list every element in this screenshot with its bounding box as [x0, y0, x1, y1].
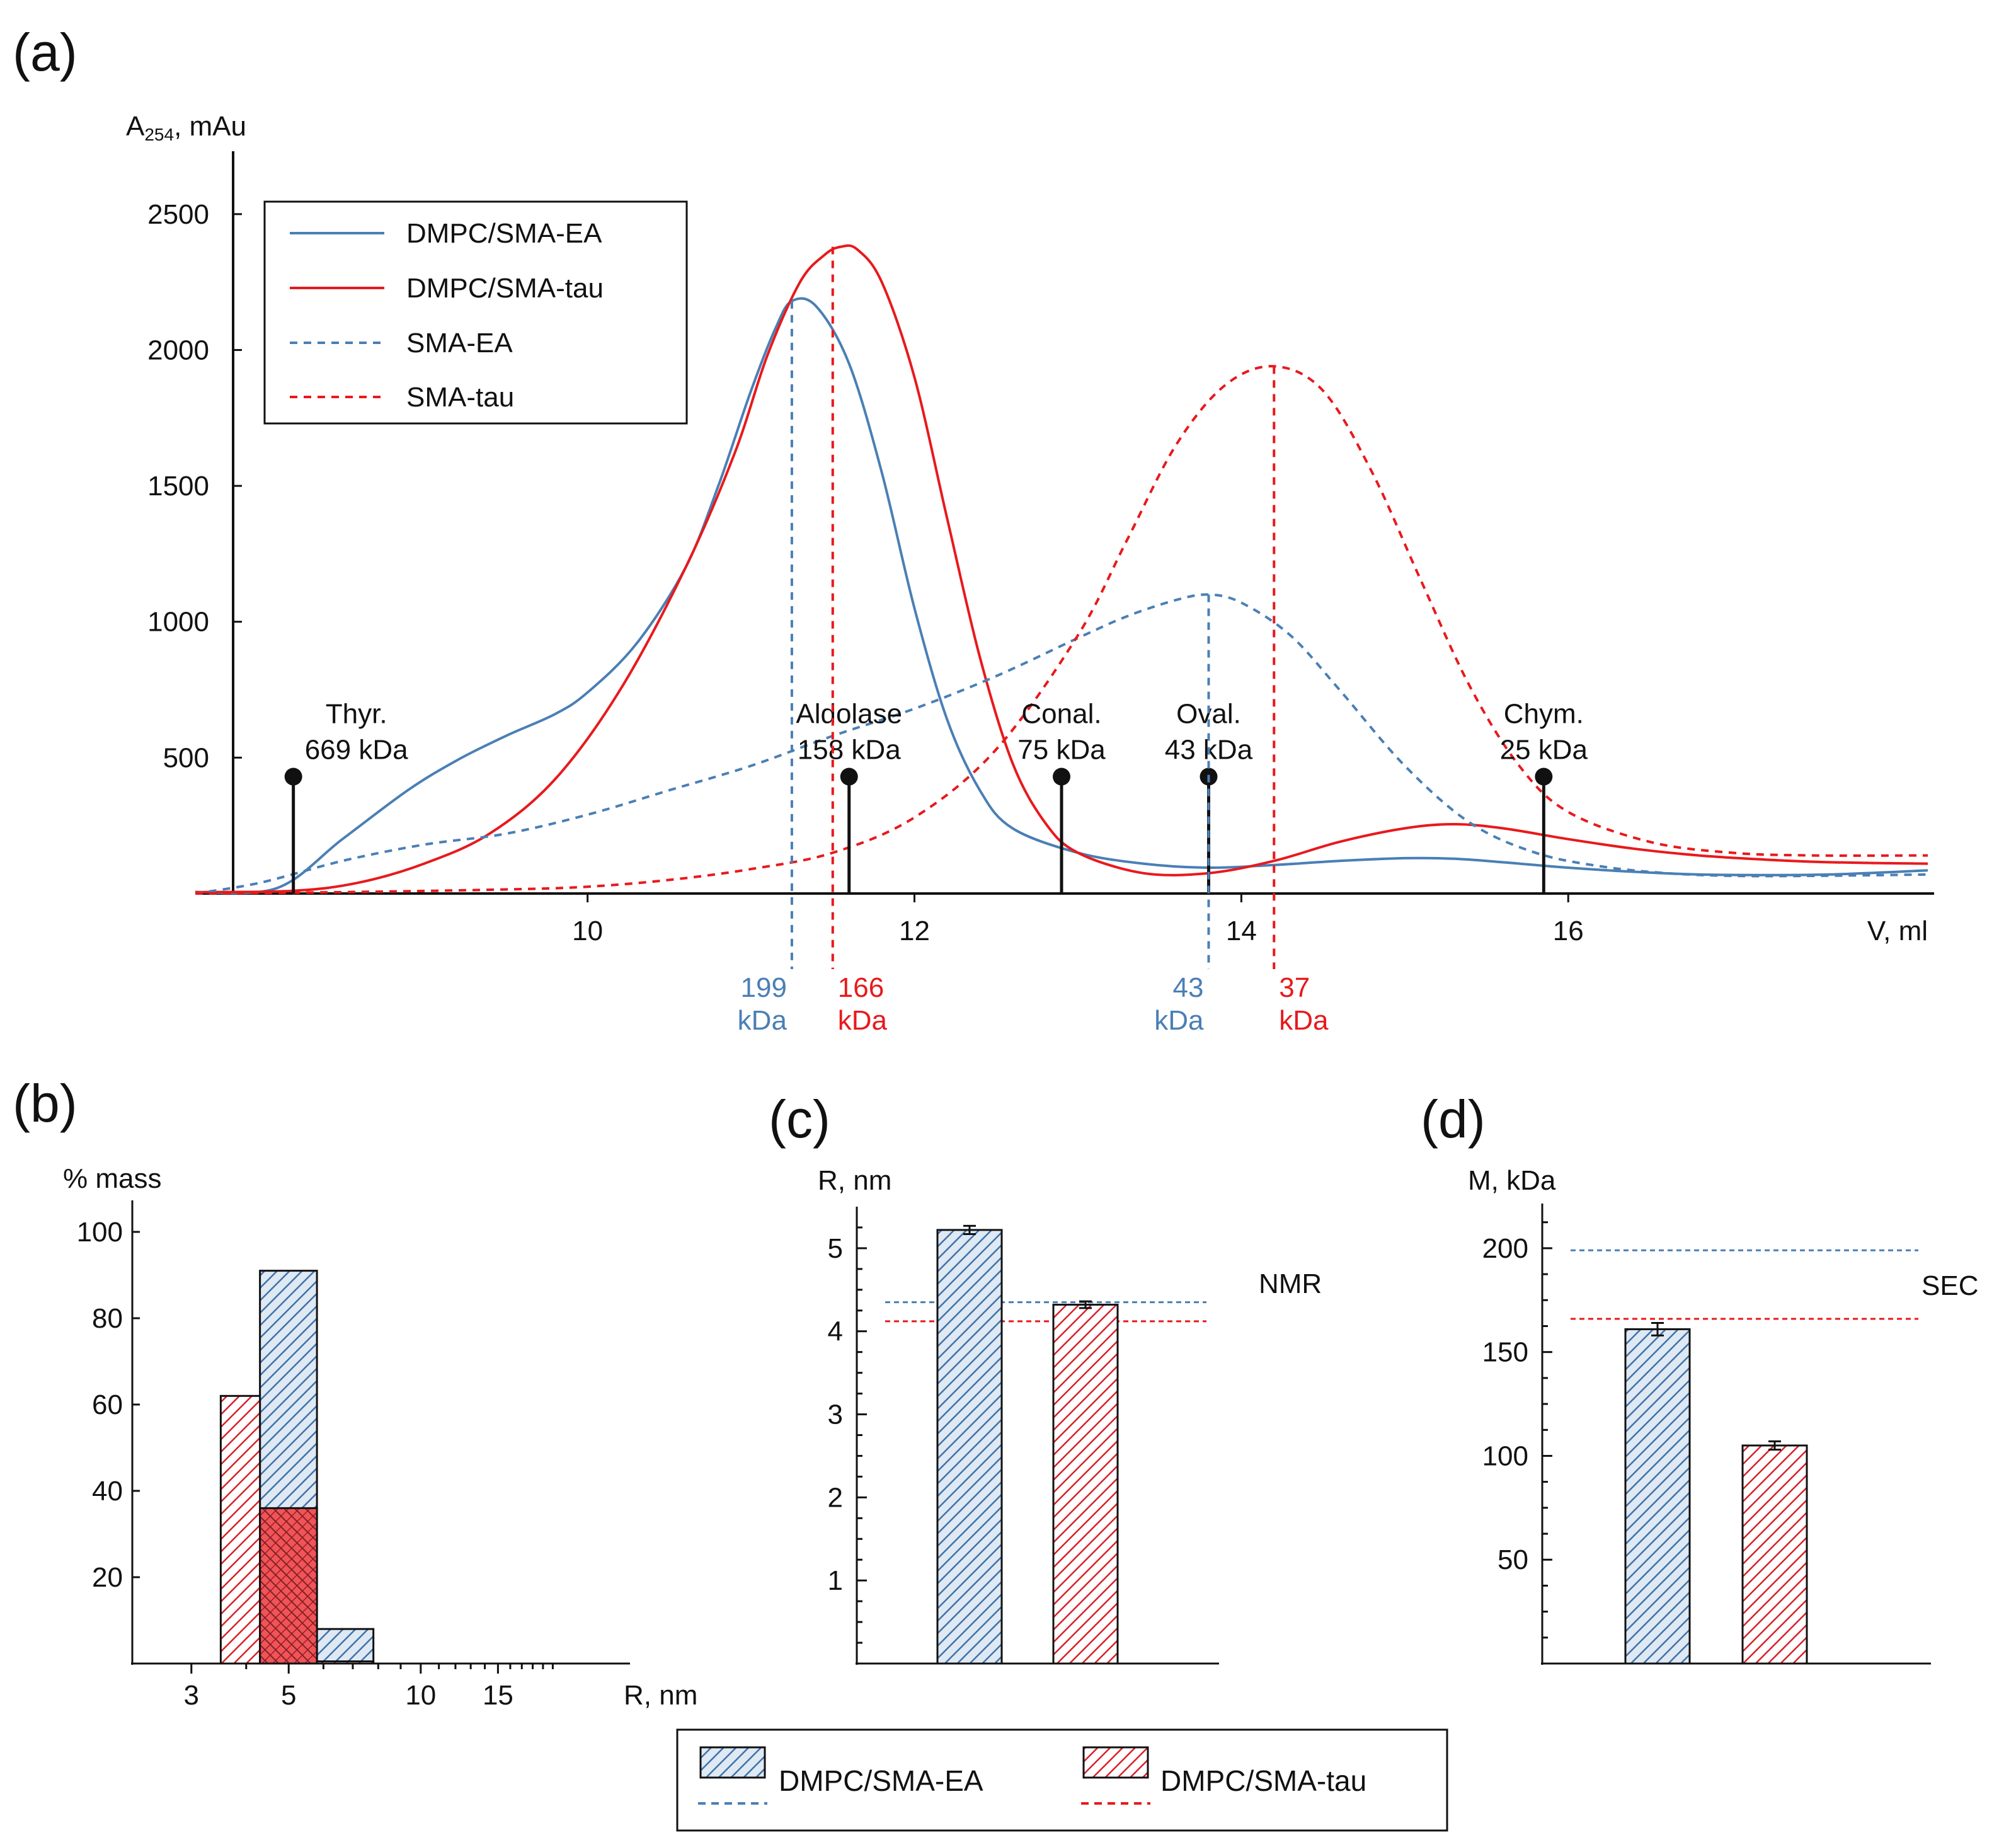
- panel-b: (b) % mass R, nm 20 40 60 80 100 3 5 10 15: [13, 1074, 697, 1711]
- bar-dmpc-sma-tau: [1741, 1444, 1808, 1665]
- ytick-label: 1: [828, 1565, 843, 1596]
- panel-c-plot: 1 2 3 4 5: [828, 1207, 1219, 1665]
- panel-a-label: (a): [13, 23, 77, 82]
- ytick-label: 4: [828, 1316, 843, 1347]
- calibration-marker-name: Conal.: [1021, 699, 1101, 730]
- panel-c-ref-label: NMR: [1259, 1268, 1322, 1299]
- series-line-dmpc-sma-tau: [195, 244, 1928, 894]
- panel-a-legend-box: [263, 200, 688, 425]
- panel-a-xlabel: V, ml: [1867, 916, 1928, 946]
- panel-b-xtick-label: 5: [281, 1680, 296, 1711]
- legend-label-sma-ea: SMA-EA: [406, 328, 513, 359]
- series-line-sma-ea: [195, 593, 1928, 895]
- panel-d-plot: 50 100 150 200: [1482, 1204, 1931, 1665]
- bottom-legend-swatch-tau: [1082, 1746, 1149, 1779]
- panel-b-ytick-label: 80: [92, 1303, 123, 1334]
- panel-a-ytick-label: 500: [163, 742, 209, 773]
- panel-d: (d) M, kDa 50 100 150 200 SEC: [1421, 1089, 1978, 1665]
- panel-a-axes: 500 1000 1500 2000 2500 10 12 14 16: [147, 151, 1934, 946]
- peak-mw-value: 199: [741, 972, 787, 1003]
- calibration-marker-dot: [1053, 767, 1070, 786]
- panel-b-ylabel: % mass: [63, 1163, 161, 1194]
- panel-a-xtick-label: 10: [572, 916, 603, 946]
- panel-a-ytick-label: 2500: [147, 199, 209, 230]
- peak-mw-unit: kDa: [738, 1005, 788, 1036]
- peak-mw-value: 166: [838, 972, 884, 1003]
- panel-d-label: (d): [1421, 1089, 1486, 1149]
- calibration-marker-dot: [1535, 767, 1553, 786]
- calibration-marker-name: Thyr.: [326, 699, 387, 730]
- panel-a-xtick-label: 12: [899, 916, 930, 946]
- panel-a-legend: DMPC/SMA-EA DMPC/SMA-tau SMA-EA SMA-tau: [263, 200, 688, 425]
- calibration-marker-dot: [284, 767, 302, 786]
- calibration-marker-mw: 669 kDa: [305, 735, 408, 766]
- panel-d-ylabel: M, kDa: [1468, 1165, 1556, 1196]
- legend-label-tau: DMPC/SMA-tau: [406, 273, 604, 304]
- panel-a-series: [195, 244, 1928, 895]
- panel-a-xtick-label: 14: [1226, 916, 1257, 946]
- panel-c: (c) R, nm 1 2 3 4 5 NMR: [769, 1089, 1322, 1665]
- panel-a-ylabel: A254, mAu: [126, 111, 246, 144]
- bottom-legend-label-ea: DMPC/SMA-EA: [779, 1764, 983, 1797]
- series-line-dmpc-sma-ea: [195, 297, 1928, 895]
- panel-a-xtick-label: 16: [1553, 916, 1584, 946]
- panel-c-ylabel: R, nm: [818, 1165, 891, 1196]
- bottom-legend: DMPC/SMA-EA DMPC/SMA-tau: [676, 1728, 1448, 1832]
- peak-mw-unit: kDa: [1154, 1005, 1204, 1036]
- legend-label-sma-tau: SMA-tau: [406, 382, 514, 413]
- panel-b-xtick-label: 10: [405, 1680, 436, 1711]
- panel-a-ytick-label: 2000: [147, 335, 209, 365]
- histogram-bar-ea: [316, 1628, 375, 1665]
- panel-b-label: (b): [13, 1074, 77, 1133]
- ytick-label: 5: [828, 1233, 843, 1264]
- calibration-marker-dot: [840, 767, 858, 786]
- legend-label-ea: DMPC/SMA-EA: [406, 218, 602, 249]
- bottom-legend-swatch-ea: [699, 1746, 766, 1779]
- histogram-bar-tau: [219, 1394, 261, 1665]
- ytick-label: 2: [828, 1482, 843, 1513]
- panel-b-ytick-label: 100: [77, 1217, 123, 1248]
- bottom-legend-box: [676, 1728, 1448, 1832]
- peak-mw-value: 37: [1279, 972, 1310, 1003]
- ytick-label: 150: [1482, 1337, 1528, 1368]
- panel-a-ytick-label: 1000: [147, 607, 209, 638]
- panel-a-ytick-label: 1500: [147, 471, 209, 502]
- calibration-marker-mw: 25 kDa: [1500, 735, 1588, 766]
- ytick-label: 200: [1482, 1233, 1528, 1264]
- panel-a: (a) A254, mAu V, ml 500 1000 1500 2000 2500 1…: [13, 23, 1934, 1036]
- calibration-marker-mw: 75 kDa: [1017, 735, 1106, 766]
- panel-d-ref-label: SEC: [1922, 1270, 1978, 1301]
- bar-dmpc-sma-ea: [936, 1229, 1003, 1665]
- bar-dmpc-sma-tau: [1052, 1304, 1119, 1665]
- panel-b-xlabel: R, nm: [624, 1680, 697, 1711]
- panel-b-plot: 20 40 60 80 100 3 5 10 15: [77, 1200, 630, 1711]
- ytick-label: 3: [828, 1400, 843, 1430]
- panel-b-ytick-label: 20: [92, 1562, 123, 1593]
- panel-b-ytick-label: 40: [92, 1476, 123, 1507]
- peak-mw-unit: kDa: [1279, 1005, 1329, 1036]
- bar-dmpc-sma-ea: [1624, 1328, 1691, 1665]
- panel-b-ytick-label: 60: [92, 1389, 123, 1420]
- panel-b-xtick-label: 15: [483, 1680, 513, 1711]
- panel-b-xtick-label: 3: [184, 1680, 199, 1711]
- histogram-bar-tau: [259, 1507, 318, 1665]
- ytick-label: 50: [1498, 1544, 1528, 1575]
- bottom-legend-label-tau: DMPC/SMA-tau: [1160, 1764, 1366, 1797]
- peak-mw-value: 43: [1173, 972, 1204, 1003]
- ytick-label: 100: [1482, 1440, 1528, 1471]
- panel-c-label: (c): [769, 1089, 830, 1149]
- calibration-marker-name: Aldolase: [796, 699, 902, 730]
- calibration-marker-mw: 158 kDa: [798, 735, 901, 766]
- peak-mw-unit: kDa: [838, 1005, 888, 1036]
- calibration-marker-name: Chym.: [1504, 699, 1584, 730]
